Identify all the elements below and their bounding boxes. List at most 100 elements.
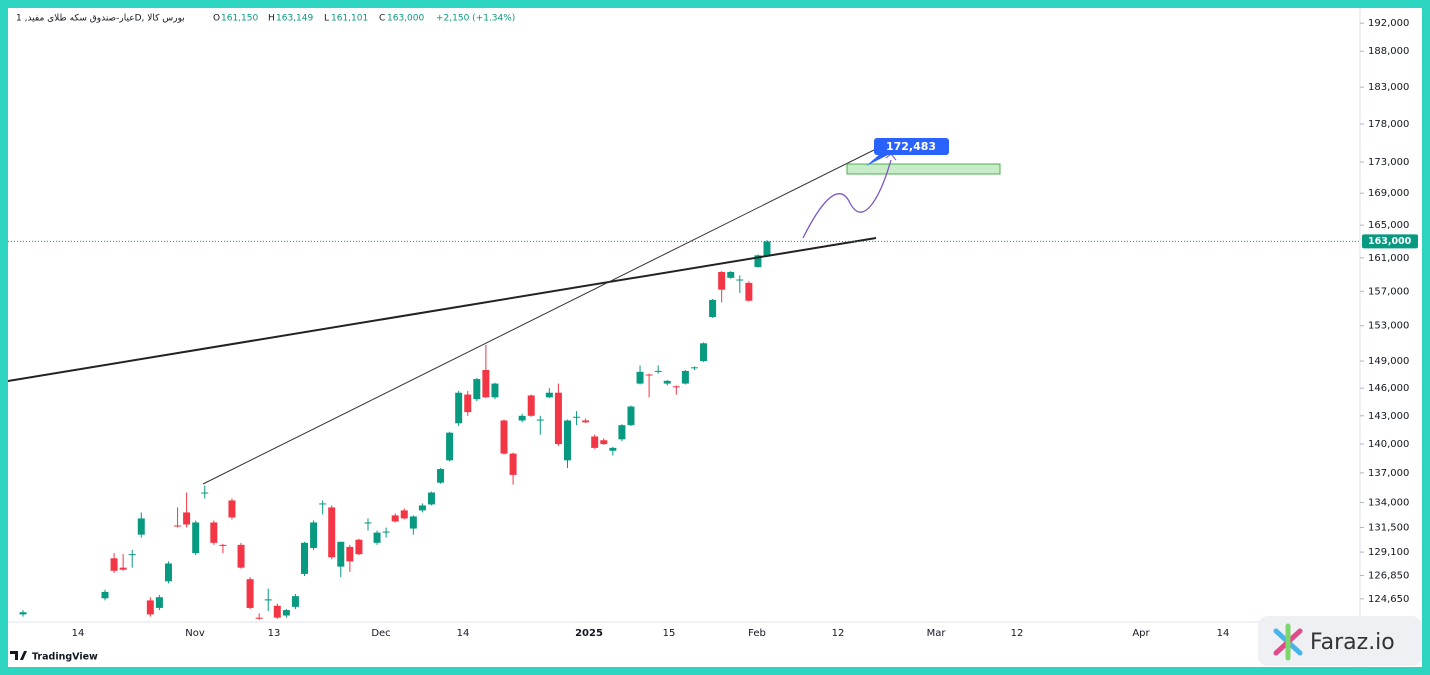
candle-body [582,420,590,423]
candle-body [164,563,172,582]
x-tick-label: 14 [457,628,470,639]
candle-body [19,612,27,615]
high-value: 163,149 [276,14,313,24]
candle-body [718,271,726,290]
y-tick-label: 143,000 [1368,411,1409,422]
candle-body [391,515,399,522]
target-label: 172,483 [886,140,936,153]
y-tick-label: 137,000 [1368,468,1409,479]
candle-body [137,518,145,535]
y-tick-label: 153,000 [1368,321,1409,332]
candle-body [210,522,218,543]
candle-body [518,415,526,421]
candle-body [509,453,517,475]
trend-line [7,237,877,382]
last-price-label: 163,000 [1368,236,1412,247]
y-tick-label: 161,000 [1368,253,1409,264]
candle-body [727,271,735,278]
x-tick-label: Apr [1132,628,1150,639]
candle-body [545,392,553,398]
candle-body [618,425,626,440]
last-price-tag [1362,234,1418,249]
candle-body [600,440,608,445]
candle-body [101,591,109,599]
x-tick-label: 14 [72,628,85,639]
candle-body [328,507,336,558]
y-tick-label: 134,000 [1368,497,1409,508]
y-tick-label: 140,000 [1368,439,1409,450]
candle-body [364,522,372,524]
candle-body [464,394,472,413]
candle-body [536,419,544,421]
y-tick-label: 192,000 [1368,18,1409,29]
candle-body [609,447,617,451]
brand: TradingView [32,652,98,663]
candle-body [736,279,744,281]
candle-body [591,436,599,448]
candle-body [645,374,653,376]
target-zone [846,163,1001,175]
x-tick-label: 2025 [575,628,603,639]
candle-body [192,522,200,554]
candle-body [255,617,263,619]
y-tick-label: 178,000 [1368,119,1409,130]
candle-body [310,522,318,548]
candle-body [264,599,272,601]
candle-body [237,544,245,568]
close-value: 163,000 [387,14,424,24]
candle-body [301,542,309,574]
candle-body [681,370,689,384]
candle-body [119,567,127,570]
x-tick-label: 12 [1011,628,1024,639]
x-tick-label: 15 [663,628,676,639]
frame: 172,483 عیار-صندوق سکه طلای مفید, 1D, بو… [7,8,1422,667]
y-tick-label: 173,000 [1368,157,1409,168]
watermark-svg: Faraz.io [1273,623,1395,661]
candle-body [246,579,254,608]
y-tick-label: 124,650 [1368,594,1409,605]
candle-body [663,380,671,384]
candle-body [563,420,571,461]
y-tick-label: 129,100 [1368,547,1409,558]
candle-body [282,610,290,616]
y-tick-label: 149,000 [1368,356,1409,367]
chart: 172,483 عیار-صندوق سکه طلای مفید, 1D, بو… [7,8,1418,667]
open-value: 161,150 [221,14,258,24]
candle-body [201,492,209,494]
watermark-text: Faraz.io [1310,630,1395,655]
candle-body [627,406,635,426]
low-value: 161,101 [331,14,368,24]
candle-body [128,554,136,556]
candle-body [427,492,435,505]
x-tick-label: 14 [1217,628,1230,639]
y-tick-label: 165,000 [1368,220,1409,231]
plot [19,240,771,620]
candle-body [491,383,499,398]
candle-body [418,505,426,511]
tv-logo [10,651,27,660]
candle-body [527,395,535,416]
candle-body [373,532,381,543]
target-label-bg [874,138,949,155]
candle-body [500,420,508,454]
y-tick-label: 169,000 [1368,188,1409,199]
candle-body [690,367,698,369]
candle-body [636,371,644,384]
candle-body [672,386,680,388]
y-tick-label: 183,000 [1368,82,1409,93]
open-label: O [213,14,220,24]
watermark-logo [1273,623,1303,661]
x-tick-label: Feb [748,628,766,639]
change: +2,150 (+1.34%) [436,14,515,24]
target-callout [866,154,890,166]
x-tick-label: Dec [371,628,390,639]
candle-body [228,500,236,518]
candle-body [346,546,354,562]
candle-body [654,370,662,372]
candle-body [437,469,445,483]
candle-body [337,541,345,567]
candle-body [700,343,708,362]
candle-body [219,544,227,546]
candle-body [446,432,454,461]
